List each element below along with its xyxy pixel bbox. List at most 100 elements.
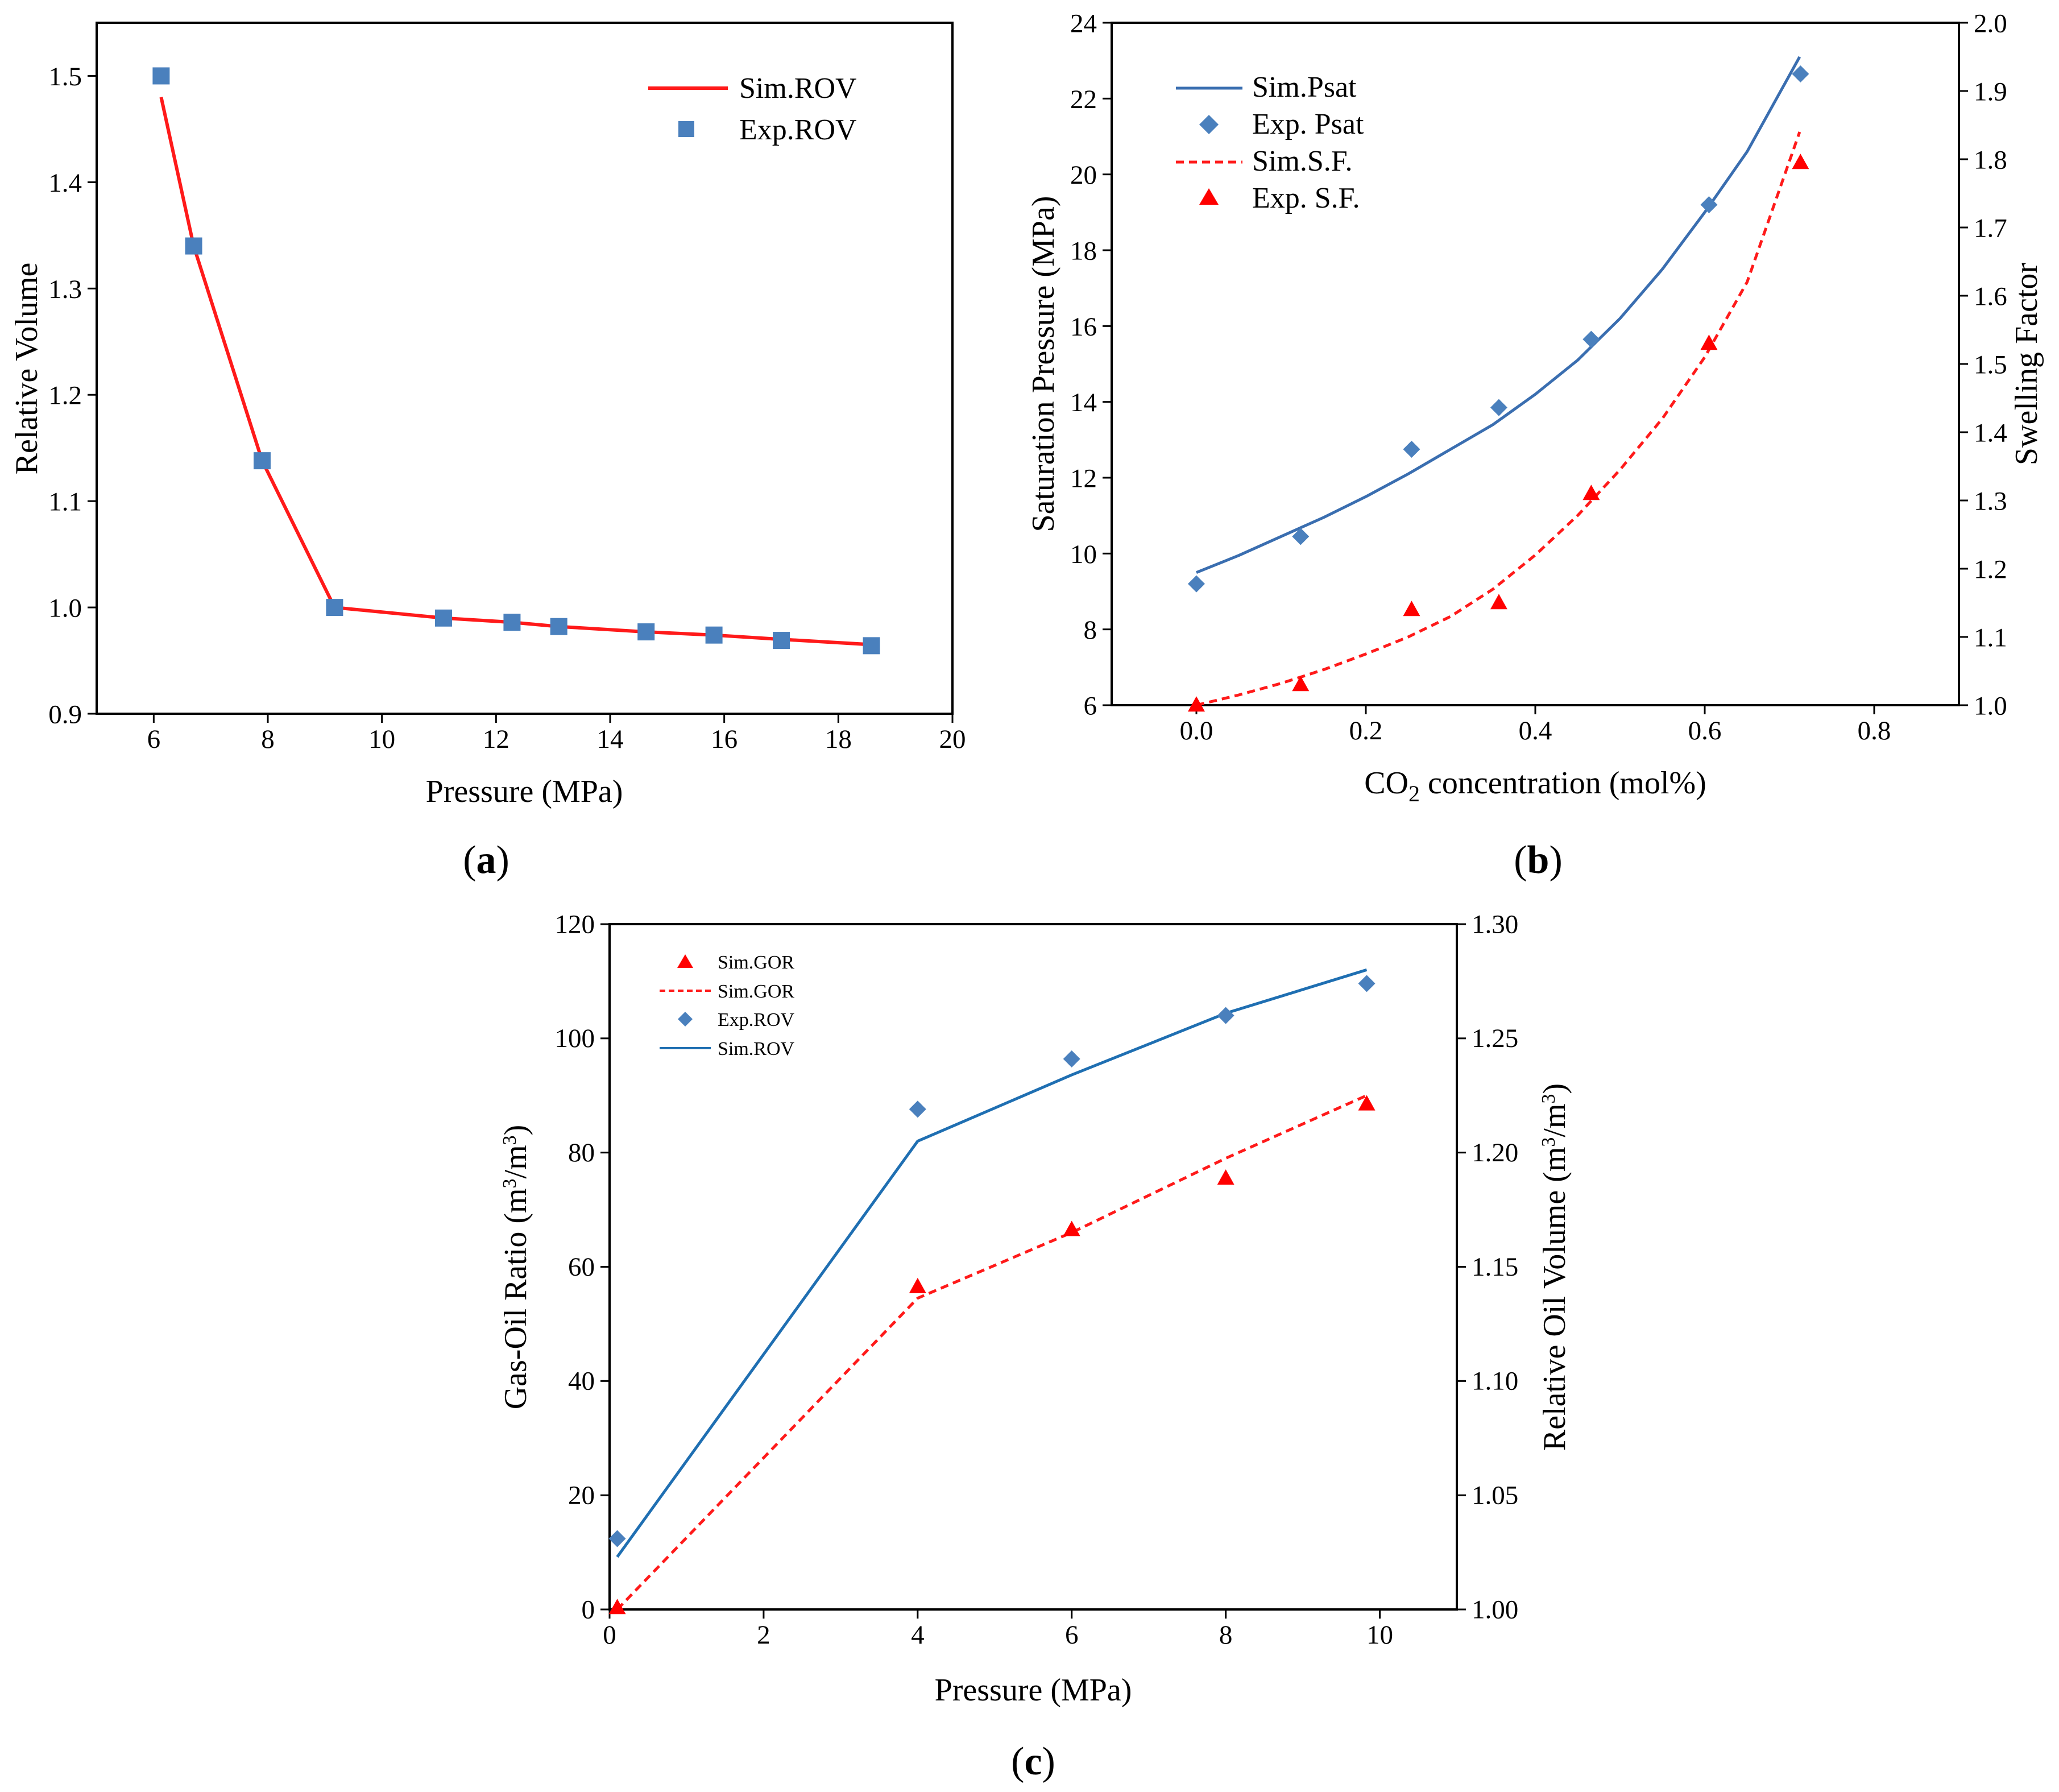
y-tick-label-c-3: 60 xyxy=(568,1252,595,1282)
x-tick-label-b-3: 0.6 xyxy=(1688,716,1722,746)
data-point-a-exp-rov-3 xyxy=(326,599,343,616)
data-point-c-exp-rov-3 xyxy=(1217,1007,1234,1024)
data-point-b-exp-psat-3 xyxy=(1490,399,1507,416)
y2-tick-label-c-0: 1.00 xyxy=(1472,1595,1518,1624)
data-point-a-exp-rov-8 xyxy=(705,626,723,644)
data-point-a-exp-rov-0 xyxy=(152,67,170,85)
legend-label-sim-sf: Sim.S.F. xyxy=(1252,145,1353,177)
y-tick-label-a-6: 1.5 xyxy=(48,62,82,92)
legend-label-exp-sf: Exp. S.F. xyxy=(1252,182,1360,214)
y-tick-label-b-0: 6 xyxy=(1084,691,1097,721)
x-tick-label-b-1: 0.2 xyxy=(1349,716,1383,746)
y2-tick-label-b-2: 1.2 xyxy=(1974,554,2007,584)
y-tick-label-b-5: 16 xyxy=(1070,312,1097,342)
y2-tick-label-c-6: 1.30 xyxy=(1472,909,1518,939)
x-tick-label-c-4: 8 xyxy=(1219,1620,1233,1650)
y-tick-label-b-2: 10 xyxy=(1070,540,1097,569)
x-axis-label-b: CO2 concentration (mol%) xyxy=(1364,765,1706,806)
plot-frame-a xyxy=(96,22,954,715)
y2-tick-label-b-10: 2.0 xyxy=(1974,9,2007,38)
data-point-b-exp-s-f-6 xyxy=(1792,154,1809,169)
x-tick-label-a-3: 12 xyxy=(483,725,509,754)
y-axis-label-a: Relative Volume xyxy=(9,263,44,475)
y2-tick-label-c-2: 1.10 xyxy=(1472,1367,1518,1396)
ticks-b: 0.0 0.2 0.4 0.6 0.8 6 8 10 12 14 16 18 20 22 24 1.0 1.1 1… xyxy=(1070,9,2007,746)
x-tick-label-a-2: 10 xyxy=(368,725,395,754)
data-point-c-sim-gor-3 xyxy=(1217,1169,1234,1185)
marks-c xyxy=(608,968,1376,1615)
x-tick-label-b-0: 0.0 xyxy=(1180,716,1213,746)
series-line-c-sim-gor xyxy=(616,1094,1368,1611)
y2-tick-label-c-4: 1.20 xyxy=(1472,1138,1518,1168)
x-tick-label-a-4: 14 xyxy=(597,725,624,754)
x-tick-label-a-7: 20 xyxy=(939,725,966,754)
panel-b: 0.0 0.2 0.4 0.6 0.8 6 8 10 12 14 16 18 20 22 24 1.0 1.1 1… xyxy=(1026,9,2044,882)
y-axis-label-b: Saturation Pressure (MPa) xyxy=(1026,196,1061,532)
panel-label-a: (a) xyxy=(463,838,509,882)
data-point-a-exp-rov-2 xyxy=(253,452,271,470)
legend-marker-exp-rov xyxy=(678,1012,693,1027)
y-tick-label-c-6: 120 xyxy=(555,909,595,939)
data-point-a-exp-rov-1 xyxy=(185,237,202,255)
x-tick-label-b-4: 0.8 xyxy=(1858,716,1891,746)
x-tick-label-c-0: 0 xyxy=(603,1620,616,1650)
y-tick-label-a-5: 1.4 xyxy=(48,168,82,198)
y-tick-label-c-2: 40 xyxy=(568,1367,595,1396)
y2-tick-label-b-5: 1.5 xyxy=(1974,350,2007,379)
y2-tick-label-b-9: 1.9 xyxy=(1974,77,2007,106)
y-tick-label-b-8: 22 xyxy=(1070,85,1097,114)
data-point-c-sim-gor-4 xyxy=(1358,1095,1376,1111)
x-tick-label-c-2: 4 xyxy=(911,1620,925,1650)
legend-label-exp-rov-c: Exp.ROV xyxy=(718,1009,795,1030)
legend-marker-exp-sf xyxy=(1199,188,1219,205)
y-tick-label-c-5: 100 xyxy=(555,1024,595,1053)
data-point-b-exp-s-f-5 xyxy=(1700,334,1718,350)
x-tick-label-a-5: 16 xyxy=(711,725,738,754)
series-line-b-sim-psat xyxy=(1196,56,1801,574)
legend-label-sim-psat: Sim.Psat xyxy=(1252,71,1357,104)
y2-axis-label-c: Relative Oil Volume (m3/m3) xyxy=(1537,1083,1572,1451)
data-point-b-exp-s-f-3 xyxy=(1490,594,1507,610)
y2-tick-label-c-3: 1.15 xyxy=(1472,1252,1518,1282)
data-point-b-exp-s-f-4 xyxy=(1582,485,1600,500)
y-tick-label-b-3: 12 xyxy=(1070,463,1097,493)
legend-label-exp-psat: Exp. Psat xyxy=(1252,108,1364,140)
panel-a: 6 8 10 12 14 16 18 20 0.9 1.0 1.1 1.2 1.3 1.4 1.5 Sim.… xyxy=(9,22,966,882)
legend-label-sim-rov-c: Sim.ROV xyxy=(718,1038,795,1060)
x-tick-label-b-2: 0.4 xyxy=(1519,716,1552,746)
y2-axis-label-b: Swelling Factor xyxy=(2009,263,2044,466)
panel-label-c: (c) xyxy=(1011,1740,1055,1783)
data-point-c-sim-gor-1 xyxy=(909,1277,926,1293)
y-tick-label-b-1: 8 xyxy=(1084,615,1097,645)
legend-label-sim-gor-line: Sim.GOR xyxy=(718,981,794,1002)
y-tick-label-a-1: 1.0 xyxy=(48,594,82,623)
panel-c: 0 2 4 6 8 100204060801001201.001.051.101.151.… xyxy=(498,909,1572,1783)
y-tick-label-a-3: 1.2 xyxy=(48,381,82,411)
data-point-a-exp-rov-5 xyxy=(503,614,521,631)
data-point-a-exp-rov-4 xyxy=(435,609,453,627)
y2-tick-label-b-8: 1.8 xyxy=(1974,145,2007,175)
y2-tick-label-b-6: 1.6 xyxy=(1974,282,2007,311)
y-tick-label-c-1: 20 xyxy=(568,1481,595,1510)
data-point-c-exp-rov-2 xyxy=(1063,1050,1080,1067)
y2-tick-label-b-1: 1.1 xyxy=(1974,623,2007,652)
y-tick-label-b-9: 24 xyxy=(1070,9,1097,38)
data-point-c-exp-rov-4 xyxy=(1358,975,1376,992)
y-tick-label-a-0: 0.9 xyxy=(48,700,82,729)
y-tick-label-a-4: 1.3 xyxy=(48,275,82,304)
x-tick-label-c-3: 6 xyxy=(1065,1620,1079,1650)
legend-marker-exp-psat xyxy=(1199,115,1219,134)
y-tick-label-b-6: 18 xyxy=(1070,236,1097,266)
x-tick-label-a-0: 6 xyxy=(147,725,161,754)
data-point-a-exp-rov-10 xyxy=(863,637,880,655)
y-axis-label-c: Gas-Oil Ratio (m3/m3) xyxy=(498,1125,533,1410)
marks-a xyxy=(152,67,880,655)
y-tick-label-a-2: 1.1 xyxy=(48,487,82,517)
x-tick-label-c-1: 2 xyxy=(757,1620,770,1650)
series-line-a-sim-rov xyxy=(159,97,872,647)
legend-label-sim-rov: Sim.ROV xyxy=(739,72,857,105)
legend-marker-exp-rov xyxy=(678,121,694,137)
x-axis-label-a: Pressure (MPa) xyxy=(426,774,623,809)
y2-tick-label-b-7: 1.7 xyxy=(1974,213,2007,243)
